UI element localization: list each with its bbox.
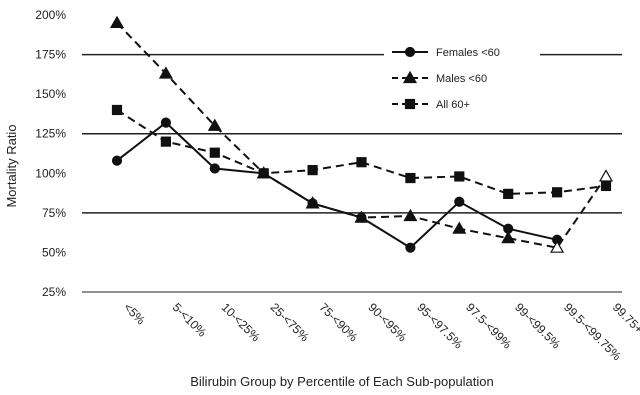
x-tick-labels: <5% 5-<10% 10-<25% 25-<75% 75-<90% 90-<95% 95-… — [121, 300, 640, 363]
y-tick-label: 75% — [42, 206, 66, 220]
data-point — [109, 15, 125, 29]
legend-label: All 60+ — [436, 99, 470, 111]
data-point — [503, 188, 514, 199]
data-point — [405, 242, 416, 253]
y-tick-label: 25% — [42, 285, 66, 299]
legend: Females <60 Males <60 All 60+ — [384, 38, 540, 111]
legend-label: Males <60 — [436, 73, 487, 85]
x-tick-label: 95-<97.5% — [414, 300, 465, 351]
x-tick-label: <5% — [121, 300, 148, 327]
series-line — [116, 109, 607, 195]
data-point — [403, 208, 418, 222]
data-point — [307, 165, 318, 176]
data-point — [598, 169, 614, 182]
data-point — [402, 70, 418, 84]
data-point — [160, 117, 171, 128]
data-point — [111, 104, 123, 116]
x-tick-label: 10-<25% — [219, 300, 263, 344]
series-square — [111, 104, 612, 199]
x-tick-label: 75-<90% — [316, 300, 360, 344]
data-point — [551, 187, 563, 198]
series-lines — [109, 15, 614, 253]
data-point — [404, 98, 416, 110]
data-point — [550, 240, 565, 253]
y-axis-title: Mortality Ratio — [4, 124, 19, 207]
y-tick-labels: 25% 50% 75% 100% 125% 150% 175% 200% — [35, 8, 66, 299]
y-tick-label: 200% — [35, 8, 66, 22]
y-tick-label: 100% — [35, 166, 66, 180]
data-point — [258, 168, 269, 179]
data-point — [356, 157, 367, 168]
y-tick-label: 125% — [35, 127, 66, 141]
data-point — [160, 136, 171, 147]
x-tick-label: 99.75+% — [610, 300, 640, 344]
data-point — [305, 196, 320, 209]
x-tick-label: 97.5-<99% — [463, 300, 514, 351]
legend-label: Females <60 — [436, 47, 500, 59]
x-tick-label: 99-<99.5% — [512, 300, 563, 351]
data-point — [454, 171, 465, 182]
data-point — [354, 210, 369, 223]
data-point — [209, 147, 220, 158]
data-point — [158, 66, 173, 79]
data-point — [111, 155, 123, 166]
data-point — [452, 221, 467, 234]
series-circle — [111, 117, 563, 253]
x-tick-label: 25-<75% — [268, 300, 312, 344]
x-tick-label: 5-<10% — [170, 300, 210, 340]
data-point — [501, 230, 516, 244]
y-tick-label: 50% — [42, 245, 66, 259]
data-point — [404, 46, 416, 58]
data-point — [454, 196, 465, 207]
series-line — [116, 121, 558, 249]
y-tick-label: 150% — [35, 87, 66, 101]
data-point — [405, 172, 416, 184]
y-tick-label: 175% — [35, 48, 66, 62]
x-axis-title: Bilirubin Group by Percentile of Each Su… — [190, 374, 494, 389]
data-point — [207, 118, 222, 131]
series-triangle — [109, 15, 614, 253]
x-tick-label: 90-<95% — [365, 300, 409, 344]
data-point — [209, 163, 220, 174]
data-point — [600, 180, 612, 192]
